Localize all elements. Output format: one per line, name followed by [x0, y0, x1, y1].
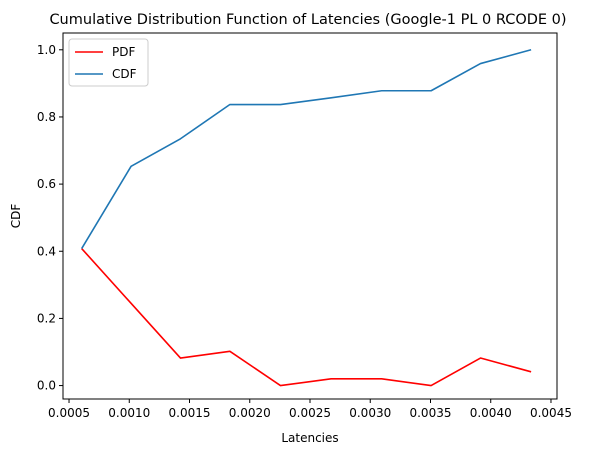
- x-tick-label: 0.0040: [470, 406, 512, 420]
- y-tick-label: 0.8: [37, 110, 56, 124]
- x-tick-label: 0.0025: [289, 406, 331, 420]
- y-tick-label: 0.4: [37, 244, 56, 258]
- x-axis-ticks: 0.0005 0.0010 0.0015 0.0020 0.0025 0.0030 0.00…: [48, 399, 572, 420]
- x-tick-label: 0.0020: [229, 406, 271, 420]
- x-tick-label: 0.0005: [48, 406, 90, 420]
- y-tick-label: 0.0: [37, 379, 56, 393]
- x-tick-label: 0.0035: [409, 406, 451, 420]
- series-line-cdf: [80, 49, 532, 249]
- x-tick-label: 0.0010: [108, 406, 150, 420]
- y-tick-label: 0.2: [37, 311, 56, 325]
- x-axis-label: Latencies: [281, 431, 338, 445]
- legend-label-cdf: CDF: [112, 67, 137, 81]
- x-tick-label: 0.0045: [530, 406, 572, 420]
- chart-title: Cumulative Distribution Function of Late…: [49, 12, 566, 28]
- y-axis-ticks: 0.0 0.2 0.4 0.6 0.8 1.0: [37, 43, 63, 393]
- y-tick-label: 1.0: [37, 43, 56, 57]
- legend: PDF CDF: [68, 38, 149, 87]
- x-tick-label: 0.0015: [169, 406, 211, 420]
- legend-label-pdf: PDF: [112, 45, 135, 59]
- x-tick-label: 0.0030: [349, 406, 391, 420]
- y-tick-label: 0.6: [37, 177, 56, 191]
- series-line-pdf: [81, 248, 532, 387]
- series-lines: [80, 49, 532, 387]
- y-axis-label: CDF: [9, 204, 23, 229]
